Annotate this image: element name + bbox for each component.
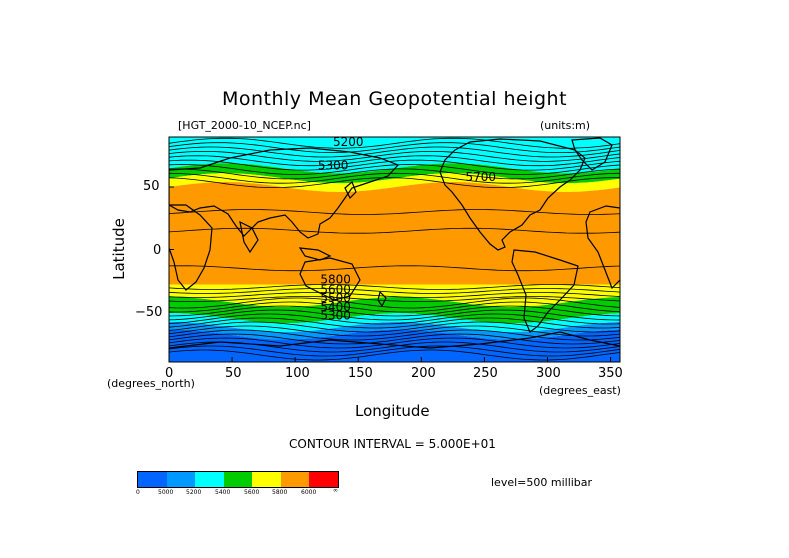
colorbar-swatch-3 xyxy=(223,472,253,487)
x-tick-300: 300 xyxy=(536,366,561,381)
contour-line xyxy=(169,284,620,290)
colorbar-swatch-5 xyxy=(280,472,310,487)
colorbar-swatch-2 xyxy=(195,472,224,487)
x-tick-0: 0 xyxy=(165,366,174,381)
y-axis-label: Latitude xyxy=(109,218,128,280)
contour-line xyxy=(169,227,620,234)
contour-line xyxy=(169,265,620,272)
contour-line xyxy=(169,288,620,294)
colorbar-swatch-4 xyxy=(252,472,281,487)
file-label: [HGT_2000-10_NCEP.nc] xyxy=(178,119,311,132)
coastline-antarctica xyxy=(169,331,620,349)
contour-line xyxy=(169,292,620,298)
y-tick-0: 0 xyxy=(153,243,162,258)
contour-line xyxy=(169,296,620,302)
colorbar-label-2: 5200 xyxy=(186,489,202,496)
coastline-japan xyxy=(344,180,357,200)
contour-line xyxy=(169,325,620,337)
contour-line xyxy=(169,317,620,329)
chart-title: Monthly Mean Geopotential height xyxy=(221,88,568,110)
contour-line xyxy=(169,301,620,313)
height-band-7 xyxy=(169,322,620,340)
colorbar-label-3: 5400 xyxy=(215,489,231,496)
colorbar-swatch-0 xyxy=(138,472,167,487)
contour-line xyxy=(169,313,620,325)
contour-line xyxy=(169,177,620,188)
contour-label: 5700 xyxy=(466,170,497,184)
x-axis-units: (degrees_east) xyxy=(539,384,621,397)
contour-label: 5300 xyxy=(320,309,351,323)
coastline-india xyxy=(239,220,259,254)
x-axis-label: Longitude xyxy=(355,402,430,420)
contour-line xyxy=(169,151,620,162)
y-axis-units: (degrees_north) xyxy=(107,377,195,390)
x-tick-250: 250 xyxy=(473,366,498,381)
coastline-eurasia xyxy=(169,147,400,239)
contour-line xyxy=(169,337,620,349)
colorbar-swatch-1 xyxy=(166,472,196,487)
contour-label: 5500 xyxy=(320,291,351,305)
x-tick-150: 150 xyxy=(348,366,373,381)
contour-label: 5200 xyxy=(333,135,364,149)
contour-interval-text: CONTOUR INTERVAL = 5.000E+01 xyxy=(289,437,496,451)
coastline-south-america xyxy=(511,249,579,333)
x-tick-350: 350 xyxy=(598,366,623,381)
contour-line xyxy=(169,142,620,153)
coastline-indonesia xyxy=(298,247,332,261)
height-band-3 xyxy=(169,182,620,285)
contour-line xyxy=(169,172,620,184)
height-band-2 xyxy=(169,173,620,192)
contour-line xyxy=(169,168,620,180)
colorbar-label-4: 5600 xyxy=(244,489,260,496)
contour-line xyxy=(169,146,620,158)
level-label: level=500 millibar xyxy=(491,476,593,489)
contour-line xyxy=(169,297,620,309)
colorbar-label-6: 6000 xyxy=(301,489,317,496)
coastline-greenland xyxy=(571,137,613,171)
coastline-africa xyxy=(169,204,213,291)
x-tick-100: 100 xyxy=(285,366,310,381)
coastline-north-america xyxy=(439,138,586,251)
y-tick-minus50: −50 xyxy=(135,305,163,320)
colorbar-label-7: ∞ xyxy=(333,487,338,494)
contour-label: 5300 xyxy=(318,159,349,173)
coastline-new-zealand xyxy=(377,290,387,308)
colorbar-swatch-6 xyxy=(309,472,339,487)
colorbar xyxy=(137,471,339,488)
contour-line xyxy=(169,321,620,333)
contour-line xyxy=(169,137,620,149)
height-band-5 xyxy=(169,297,620,324)
contour-line xyxy=(169,155,620,167)
contour-label: 5800 xyxy=(320,272,351,286)
contour-line xyxy=(169,329,620,341)
x-tick-50: 50 xyxy=(225,366,242,381)
contour-line xyxy=(169,159,620,171)
coastline-australia xyxy=(299,257,361,301)
y-tick-50: 50 xyxy=(143,179,160,194)
contour-line xyxy=(169,209,620,215)
x-tick-200: 200 xyxy=(411,366,436,381)
height-band-6 xyxy=(169,313,620,332)
contour-label: 5400 xyxy=(320,300,351,314)
contour-line xyxy=(169,333,620,345)
coastline-africa-west xyxy=(585,205,620,290)
colorbar-label-0: 0 xyxy=(136,489,140,496)
units-label: (units:m) xyxy=(540,119,591,132)
contour-line xyxy=(169,345,620,357)
colorbar-label-1: 5000 xyxy=(158,489,174,496)
colorbar-label-5: 5800 xyxy=(272,489,288,496)
contour-label: 5600 xyxy=(320,282,351,296)
contour-line xyxy=(169,305,620,317)
